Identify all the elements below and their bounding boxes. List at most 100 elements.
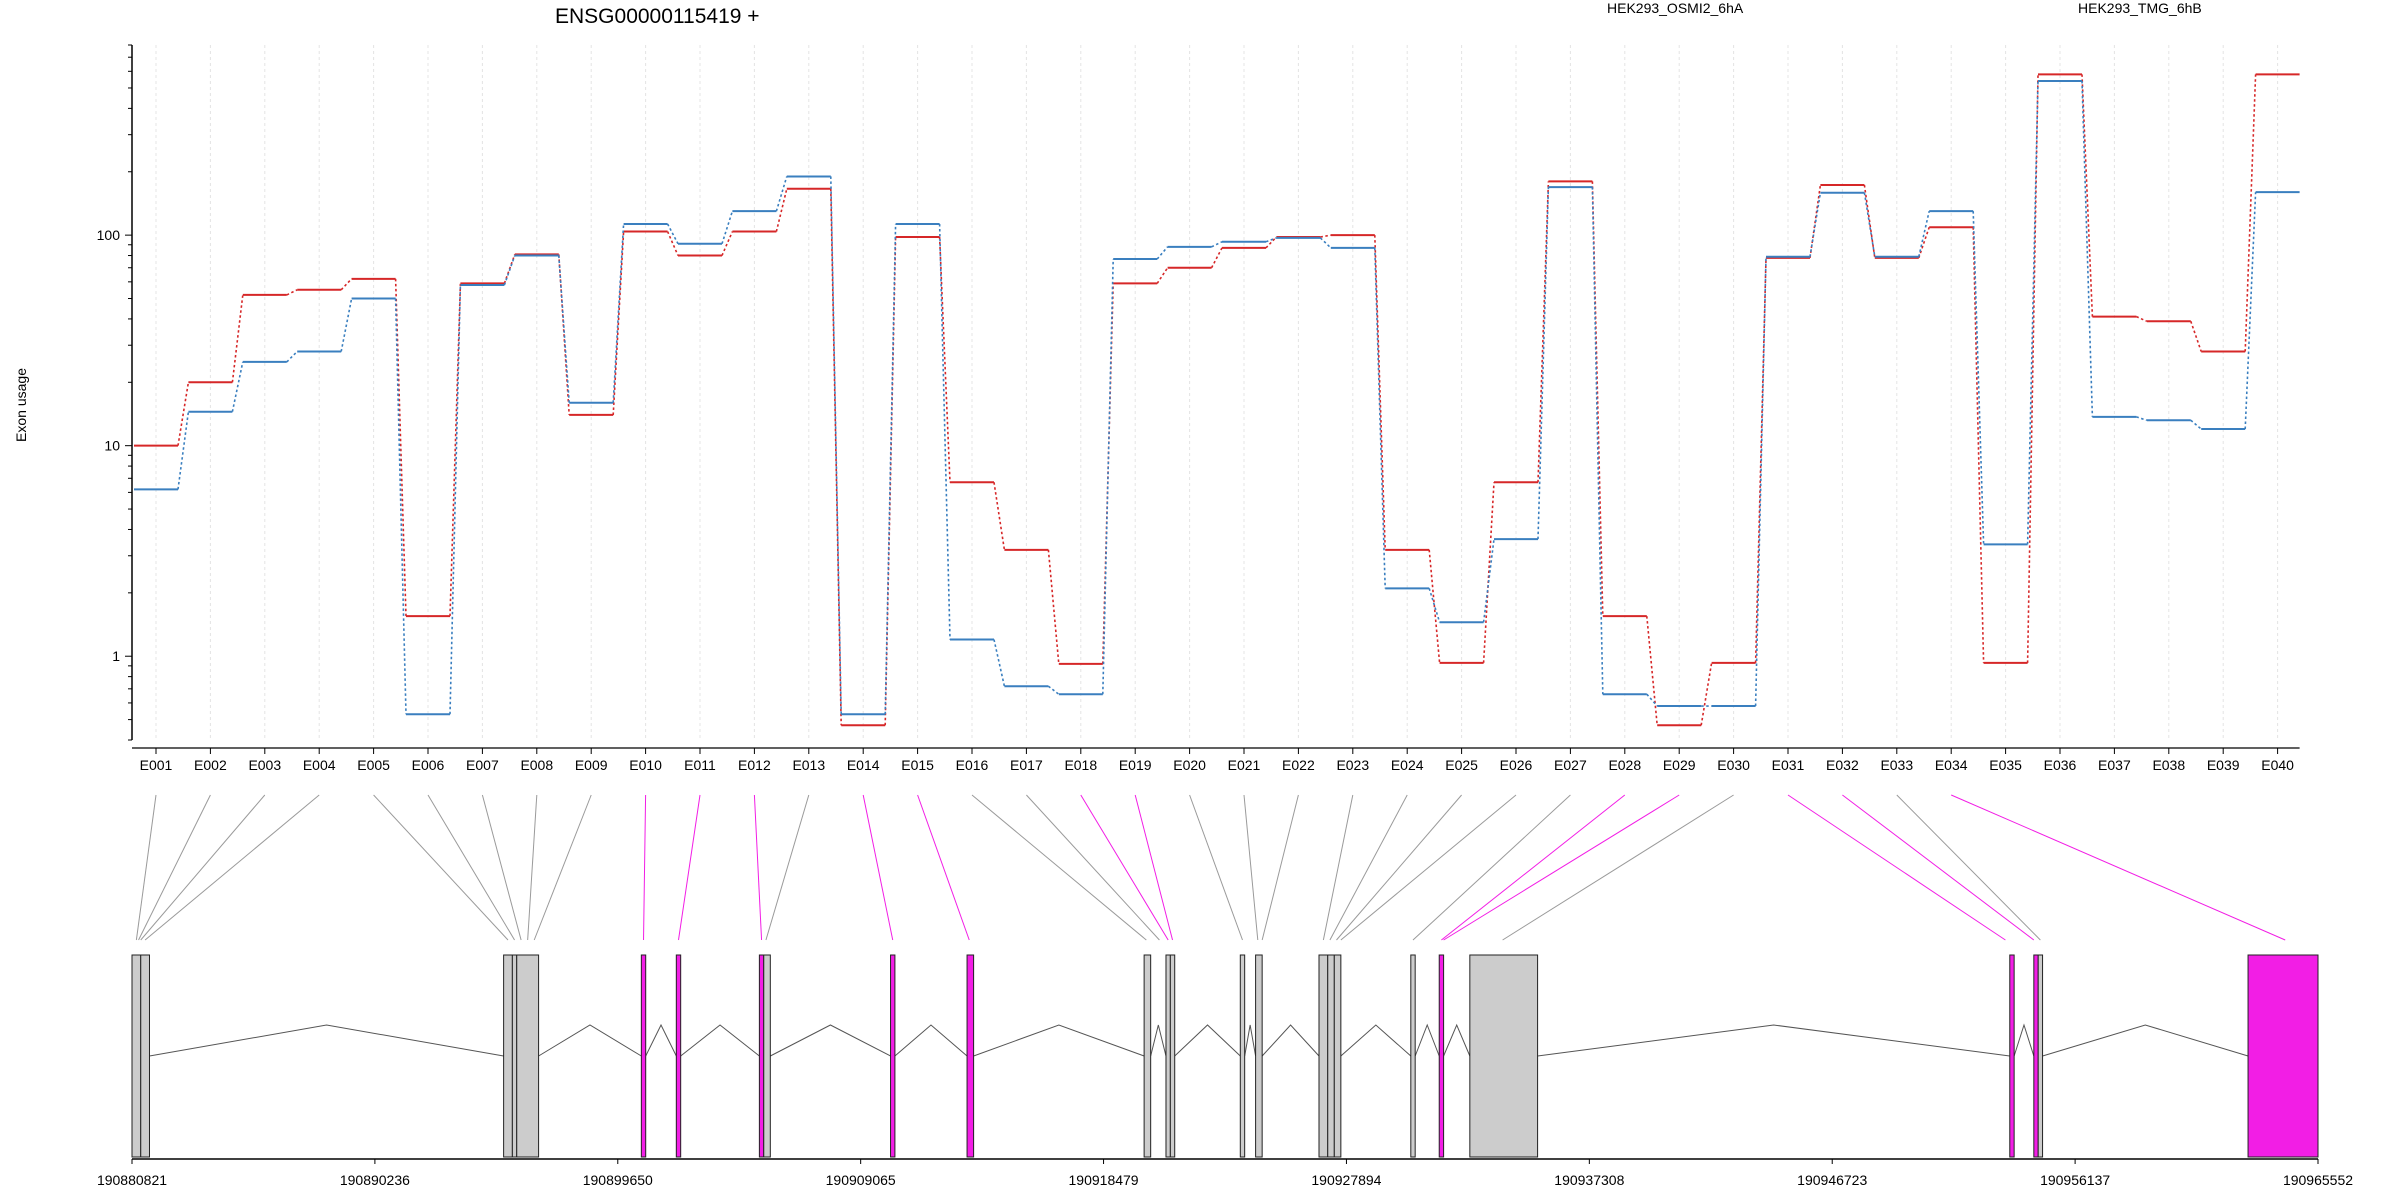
x-tick-label: E036 [2044, 757, 2077, 773]
series-2-connector [1646, 693, 1658, 707]
exon-connector-line [144, 794, 320, 941]
exon-connector-line [1896, 794, 2041, 941]
exon-connector-line [917, 794, 970, 941]
intron-line [1150, 1024, 1167, 1057]
series-1-connector [1374, 235, 1386, 550]
series-2-connector [1319, 237, 1332, 249]
exon-connector-line [753, 794, 763, 941]
exon-connector-line [373, 794, 509, 941]
intron-line [538, 1024, 642, 1057]
x-tick-label: E011 [684, 757, 716, 773]
gene-model [131, 954, 2319, 1158]
exon-connector-line [765, 794, 810, 941]
x-tick-label: E034 [1935, 757, 1968, 773]
exon-connector-line [1336, 794, 1462, 941]
series-1-connector [830, 188, 842, 726]
series-2-connector [286, 350, 298, 363]
x-tick-label: E017 [1010, 757, 1043, 773]
x-tick-label: E014 [847, 757, 880, 773]
series-2-connector [2136, 416, 2148, 422]
legend-item-series-2: HEK293_TMG_6hB [2078, 0, 2202, 16]
exon-connector-line [1340, 794, 1517, 941]
exon-connector-line [1502, 794, 1734, 941]
series-1-connector [1156, 267, 1169, 284]
exon-connector-line [1842, 794, 2035, 941]
x-tick-label: E019 [1119, 757, 1152, 773]
x-tick-label: E039 [2207, 757, 2240, 773]
exon-connector-line [1412, 794, 1571, 941]
y-tick-label: 1 [112, 648, 120, 664]
x-tick-label: E006 [412, 757, 445, 773]
coordinate-tick-label: 190890236 [340, 1172, 410, 1188]
x-tick-label: E005 [357, 757, 390, 773]
x-tick-label: E012 [738, 757, 771, 773]
series-1-connector [1210, 247, 1223, 269]
x-tick-label: E024 [1391, 757, 1424, 773]
exon [1410, 954, 1416, 1158]
series-2-connector [1482, 538, 1495, 623]
exon-connector-line [135, 794, 157, 941]
series-1-connector [286, 289, 298, 296]
x-tick-label: E022 [1282, 757, 1315, 773]
exon [1327, 954, 1335, 1158]
intron-line [1244, 1024, 1257, 1057]
series-1-connector [1428, 549, 1441, 663]
y-tick-label: 100 [97, 227, 121, 243]
x-tick-label: E015 [901, 757, 934, 773]
coordinate-tick-label: 190899650 [583, 1172, 653, 1188]
series-2-connector [1374, 247, 1386, 589]
coordinate-tick-label: 190965552 [2283, 1172, 2353, 1188]
series-1-connector [1482, 482, 1495, 663]
series-2-connector [558, 255, 570, 403]
series-2-connector [231, 361, 244, 412]
exon [503, 954, 513, 1158]
series-2-connector [177, 411, 190, 490]
series-2-connector [993, 639, 1006, 687]
y-axis: 1 10 100 [97, 44, 133, 741]
exon-highlighted [758, 954, 765, 1158]
intron-line [770, 1024, 891, 1057]
coordinate-tick-label: 190918479 [1069, 1172, 1139, 1188]
intron-line [894, 1024, 968, 1057]
exon-connector-line [971, 794, 1147, 941]
exon-connector-line [1243, 794, 1259, 941]
x-axis: E001 E002 E003 E004 E005 E006 E007 E008 E009 E010… [132, 747, 2300, 773]
x-tick-label: E026 [1500, 757, 1533, 773]
exon-connector-line [1134, 794, 1174, 941]
intron-line [2013, 1023, 2035, 1057]
series-1-connector [394, 278, 407, 617]
x-tick-label: E007 [466, 757, 499, 773]
exon-connector-line [140, 794, 266, 941]
series-1-connector [993, 482, 1006, 550]
series-1-connector [666, 231, 679, 256]
exon [511, 954, 518, 1158]
x-tick-label: E028 [1608, 757, 1641, 773]
series-2-connector [1047, 685, 1060, 695]
series-1-connector [1918, 226, 1930, 259]
genomic-coordinate-axis: 190880821 190890236 190899650 190909065 1909… [97, 1158, 2353, 1188]
exon-connector-line [862, 794, 894, 941]
exon-highlighted [890, 954, 896, 1158]
exon [1333, 954, 1342, 1158]
intron-line [2042, 1024, 2249, 1057]
series-2-connector [1972, 211, 1985, 545]
exon-connector-line [1329, 794, 1408, 941]
intron-line [1537, 1024, 2010, 1057]
series-lines [134, 73, 2300, 727]
series-1-connector [938, 236, 951, 483]
exon [2037, 954, 2044, 1158]
exon-connector-line [1441, 794, 1626, 941]
exon-highlighted [675, 954, 682, 1158]
x-tick-label: E020 [1173, 757, 1206, 773]
x-tick-label: E030 [1717, 757, 1750, 773]
exon-connectors [135, 794, 2286, 941]
series-1-connector [1591, 181, 1604, 617]
series-2-connector [1265, 237, 1277, 243]
x-tick-label: E025 [1445, 757, 1478, 773]
series-2-connector [775, 176, 788, 212]
x-tick-label: E040 [2261, 757, 2294, 773]
series-2-connector [340, 298, 353, 352]
exon-highlighted [2009, 954, 2015, 1158]
exon [1165, 954, 1171, 1158]
